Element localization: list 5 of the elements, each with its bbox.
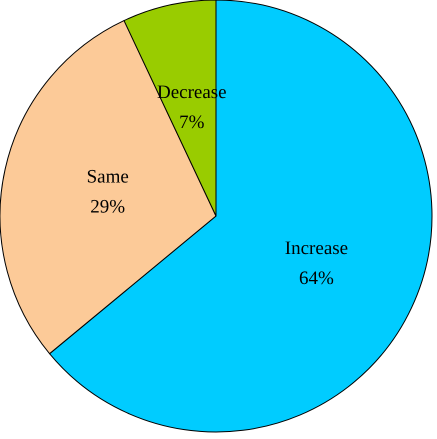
slice-label: Same [86, 166, 129, 188]
data-label: 29% [90, 196, 126, 218]
data-label: 7% [179, 112, 205, 134]
data-label: 64% [299, 268, 334, 289]
slice-label: Increase [284, 238, 348, 259]
